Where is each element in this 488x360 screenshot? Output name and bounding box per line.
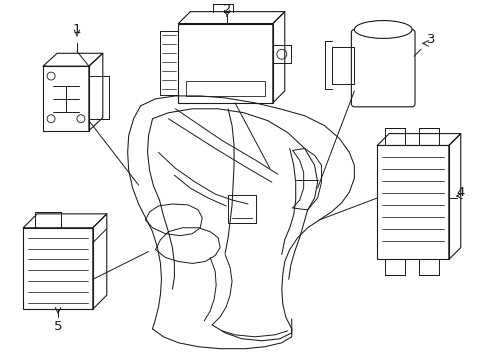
- Bar: [178, 23, 272, 103]
- Text: 4: 4: [456, 185, 464, 199]
- Bar: [227, 195, 255, 223]
- FancyBboxPatch shape: [351, 30, 414, 107]
- Bar: [23, 228, 93, 309]
- Text: 2: 2: [223, 3, 231, 16]
- Text: 5: 5: [54, 320, 62, 333]
- Text: 1: 1: [73, 23, 81, 36]
- Ellipse shape: [354, 21, 411, 39]
- Bar: [186, 81, 264, 96]
- Bar: [376, 145, 448, 260]
- Text: 3: 3: [426, 33, 434, 46]
